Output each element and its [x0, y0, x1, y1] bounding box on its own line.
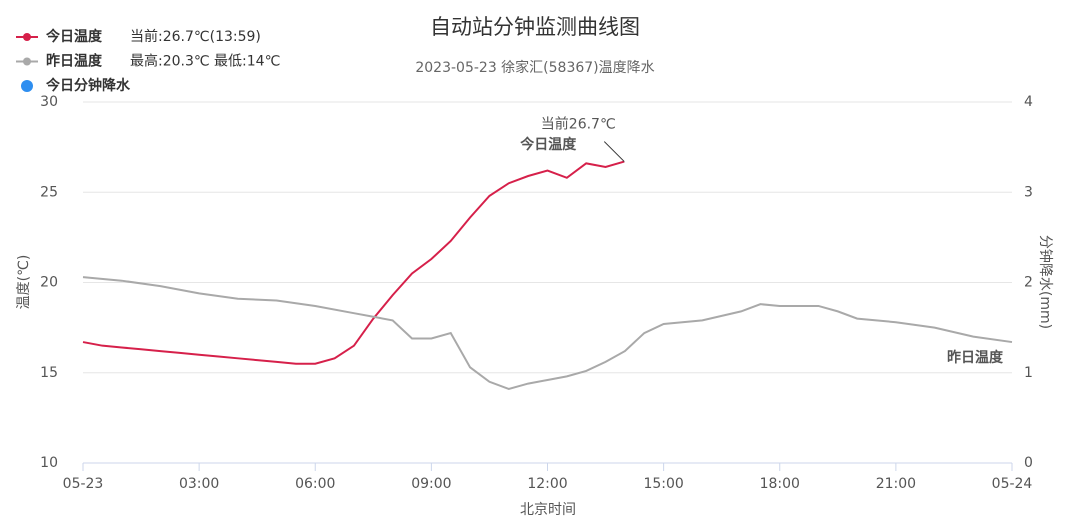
annotation-line — [603, 141, 625, 162]
series-label: 昨日温度 — [947, 349, 1004, 366]
y2-axis-label: 分钟降水(mm) — [1037, 235, 1054, 329]
chart-subtitle: 2023-05-23 徐家汇(58367)温度降水 — [415, 59, 654, 76]
x-tick-label: 09:00 — [411, 476, 451, 492]
legend-marker — [23, 33, 31, 41]
annotation: 当前26.7℃ — [541, 116, 616, 133]
y-tick-label: 25 — [40, 184, 58, 200]
y2-tick-label: 0 — [1024, 455, 1033, 471]
legend-marker — [21, 80, 33, 92]
legend-label: 昨日温度 — [46, 53, 103, 70]
x-tick-label: 05-24 — [992, 476, 1033, 492]
x-tick-label: 21:00 — [876, 476, 916, 492]
series-line — [82, 160, 625, 365]
series-line — [82, 276, 1013, 391]
x-tick-label: 06:00 — [295, 476, 335, 492]
y-tick-label: 10 — [40, 455, 58, 471]
x-tick-label: 12:00 — [527, 476, 567, 492]
x-tick-label: 03:00 — [179, 476, 219, 492]
y2-tick-label: 4 — [1024, 94, 1033, 110]
legend-note: 当前:26.7℃(13:59) — [130, 28, 261, 45]
chart-title: 自动站分钟监测曲线图 — [430, 15, 640, 39]
series-label: 今日温度 — [519, 136, 577, 153]
y-tick-label: 20 — [40, 275, 58, 291]
legend-label: 今日分钟降水 — [45, 77, 131, 94]
y-tick-label: 15 — [40, 365, 58, 381]
y2-tick-label: 3 — [1024, 184, 1033, 200]
y2-tick-label: 1 — [1024, 365, 1033, 381]
legend-label: 今日温度 — [45, 28, 103, 45]
legend-marker — [23, 57, 31, 66]
y2-tick-label: 2 — [1024, 275, 1033, 291]
x-tick-label: 15:00 — [643, 476, 683, 492]
y-tick-label: 30 — [40, 94, 58, 110]
x-tick-label: 05-23 — [63, 476, 104, 492]
legend-note: 最高:20.3℃ 最低:14℃ — [130, 53, 280, 70]
y-axis-label: 温度(℃) — [16, 255, 32, 310]
x-axis-label: 北京时间 — [520, 502, 576, 518]
x-tick-label: 18:00 — [760, 476, 800, 492]
